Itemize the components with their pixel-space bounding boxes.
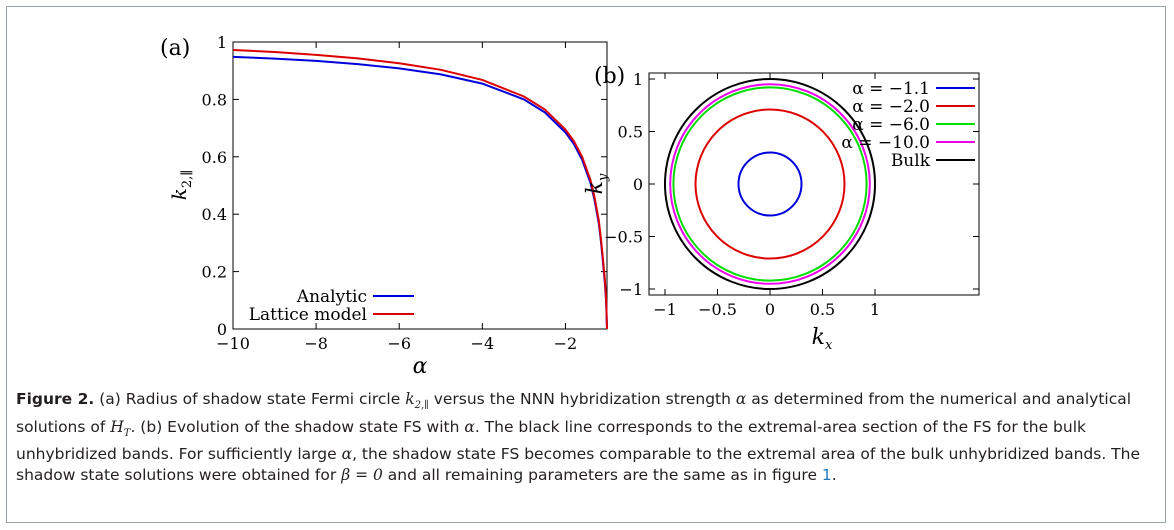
- caption-text-7: and all remaining parameters are the sam…: [382, 465, 822, 484]
- caption-alpha-2: α: [464, 417, 475, 436]
- panel-a-ytick-label: 0.4: [202, 205, 227, 224]
- panel-a-legend-label: Lattice model: [249, 305, 367, 325]
- figure-plots: (a) −10 −8 −6 −4 −200.20.40.60.81 α k2,∥ Ana…: [160, 33, 980, 379]
- panel-b-circle: [737, 151, 803, 217]
- panel-a-ytick-label: 0.6: [202, 148, 227, 167]
- figure-caption: Figure 2. (a) Radius of shadow state Fer…: [16, 389, 1156, 485]
- panel-b-ytick-label: 0: [633, 175, 643, 194]
- panel-b: (b) −1 −0.5 0 0.5 1−1−0.500.51 α = −1.1α = −…: [583, 64, 980, 353]
- panel-a-ytick-label: 0: [217, 320, 227, 339]
- panel-a-ytick-label: 1: [217, 33, 227, 52]
- panel-b-xtick-label: 0: [765, 300, 775, 319]
- panel-b-xtick-label: 0.5: [810, 300, 835, 319]
- panel-b-xtick-label: −1: [653, 300, 677, 319]
- panel-a-legend-label: Analytic: [296, 287, 367, 307]
- caption-text-3: as determined from the numerical and ana…: [16, 390, 1132, 436]
- panel-b-circle: [672, 86, 868, 282]
- caption-text-1: (a) Radius of shadow state Fermi circle: [94, 390, 406, 408]
- panel-a-ytick-label: 0.8: [202, 90, 227, 109]
- panel-a-series-line: [232, 49, 608, 330]
- caption-text-6: , the shadow state FS becomes comparable…: [16, 445, 1141, 484]
- panel-b-circle: [669, 83, 871, 285]
- figure-frame: [6, 6, 1166, 523]
- panel-a-xtick-label: −6: [387, 334, 411, 353]
- caption-text-end: .: [831, 465, 837, 484]
- caption-text-5: . The black line corresponds to the extr…: [16, 417, 1086, 464]
- panel-a-ylabel-k: k: [167, 188, 191, 200]
- panel-b-ytick-label: 0.5: [618, 123, 643, 142]
- caption-figure-ref[interactable]: 1: [821, 465, 832, 484]
- caption-text-2: versus the NNN hybridization strength: [428, 390, 736, 408]
- panel-b-label: (b): [594, 64, 625, 89]
- panel-b-ytick-label: −1: [619, 280, 643, 299]
- panel-a: (a) −10 −8 −6 −4 −2 0 0.2 0.4 0.6 0.8 1 α k2,∥ Ana…: [160, 33, 608, 379]
- panel-b-xtick-label: 1: [870, 300, 880, 319]
- caption-H: HT: [110, 417, 131, 439]
- panel-a-xtick-label: −4: [471, 334, 495, 353]
- panel-a-series-line: [232, 55, 608, 330]
- panel-a-xlabel: α: [413, 354, 428, 379]
- caption-alpha-1: α: [735, 390, 747, 408]
- panel-b-legend-label: Bulk: [891, 151, 931, 171]
- panel-a-xtick-label: −2: [554, 334, 578, 353]
- panel-b-legend-label: α = −10.0: [841, 133, 930, 153]
- panel-b-circle: [664, 78, 876, 290]
- panel-a-xtick-label: −10: [216, 334, 250, 353]
- panel-a-frame: [232, 41, 608, 330]
- caption-k: k2,∥: [405, 390, 429, 412]
- panel-b-xtick-label: −0.5: [698, 300, 737, 319]
- panel-b-legend-label: α = −2.0: [852, 97, 930, 117]
- caption-text-4: . (b) Evolution of the shadow state FS w…: [130, 417, 465, 436]
- panel-b-ytick-label: −0.5: [604, 228, 643, 247]
- panel-b-circle: [694, 108, 846, 260]
- panel-a-label: (a): [160, 36, 190, 61]
- caption-beta: β = 0: [341, 465, 383, 484]
- panel-a-ytick-label: 0.2: [202, 263, 227, 282]
- panel-a-ylabel: k2,∥: [167, 170, 195, 201]
- panel-b-legend-label: α = −6.0: [852, 115, 930, 135]
- panel-b-ytick-label: 1: [633, 70, 643, 89]
- panel-a-xtick-label: −8: [304, 334, 328, 353]
- panel-b-xlabel: kx: [812, 325, 833, 353]
- caption-label: Figure 2.: [16, 390, 95, 408]
- panel-a-ylabel-sub: 2,∥: [180, 170, 195, 188]
- panel-b-legend-label: α = −1.1: [852, 79, 930, 99]
- svg-text:k2,∥: k2,∥: [167, 170, 195, 201]
- caption-alpha-3: α: [341, 445, 353, 464]
